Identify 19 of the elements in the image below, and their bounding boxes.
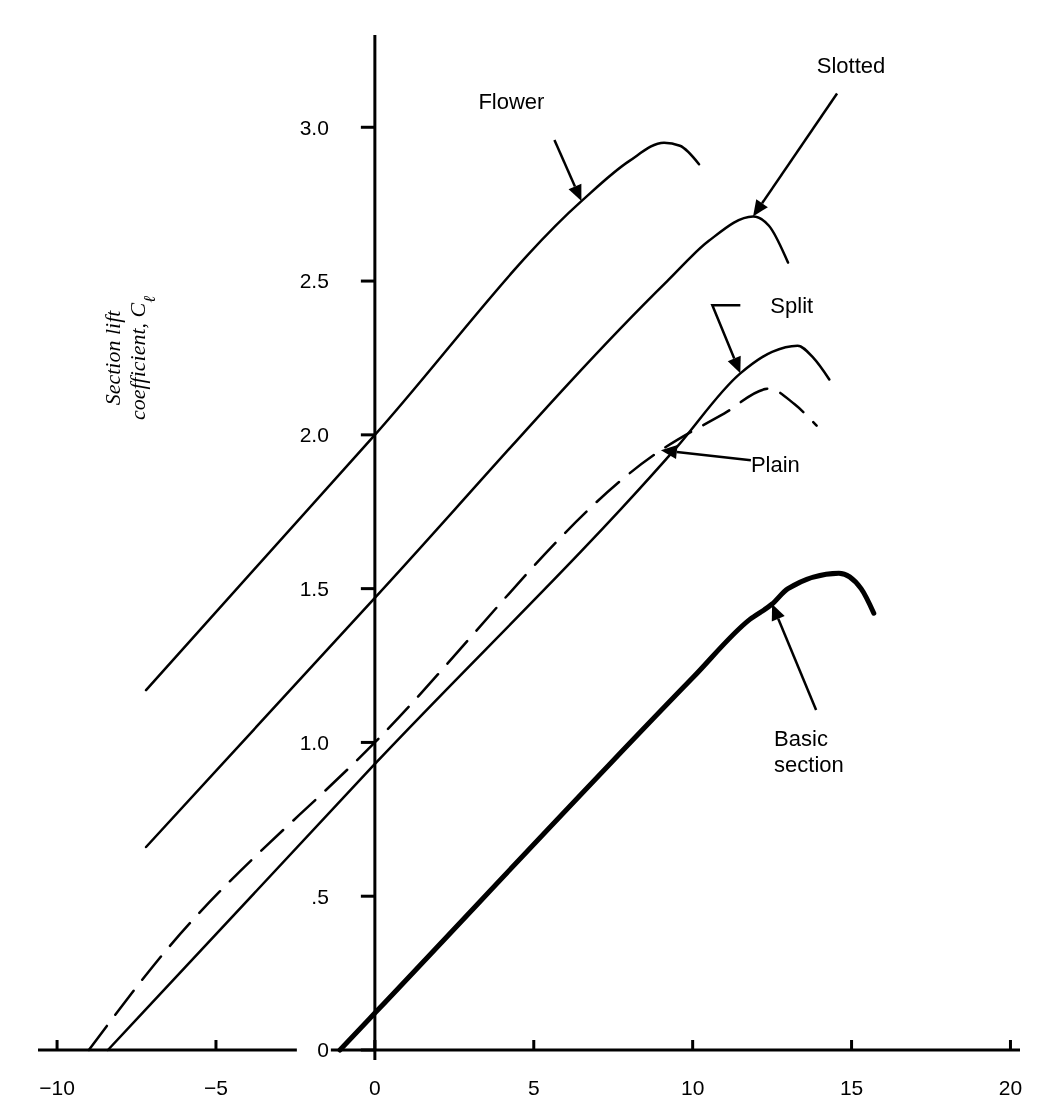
annotation: Basic section — [774, 726, 844, 778]
y-tick-label: 0 — [317, 1038, 329, 1062]
x-tick-label: 0 — [369, 1076, 381, 1099]
y-tick-label: 2.0 — [299, 423, 329, 447]
y-tick-label: .5 — [311, 884, 329, 908]
annotation: Split — [770, 293, 814, 319]
y-tick-label: 2.5 — [299, 269, 329, 293]
x-tick-label: 5 — [527, 1076, 540, 1099]
x-tick-label: 20 — [998, 1076, 1023, 1099]
x-tick-label: 10 — [680, 1076, 705, 1099]
y-tick-label: 1.5 — [299, 576, 329, 600]
y-tick-label: 3.0 — [299, 115, 329, 139]
x-tick-label: 15 — [839, 1076, 864, 1099]
annotation: Slotted — [816, 53, 886, 79]
x-tick-label: −5 — [203, 1076, 228, 1099]
y-tick-label: 1.0 — [299, 730, 329, 754]
annotation: Plain — [750, 452, 800, 478]
x-tick-label: −10 — [39, 1076, 75, 1099]
annotation: Flower — [478, 89, 545, 115]
